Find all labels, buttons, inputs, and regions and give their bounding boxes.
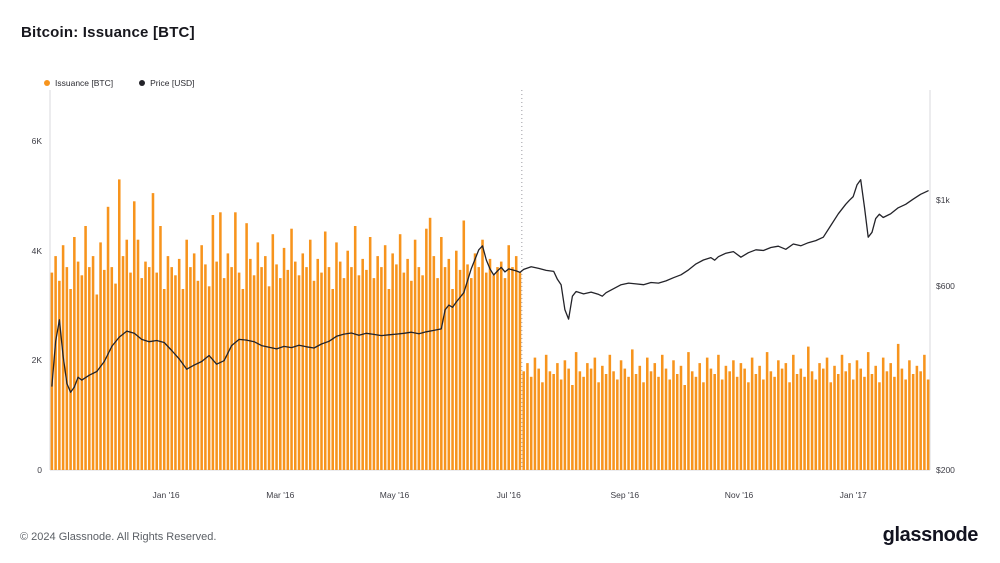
y-axis-label-left: 6K [31,135,42,146]
legend-item-issuance[interactable]: Issuance [BTC] [44,78,113,88]
x-axis-label: Sep '16 [610,490,640,500]
x-axis-label: Jan '16 [152,490,180,500]
y-axis-label-left: 4K [31,245,42,256]
y-axis-label-right: $600 [936,280,955,291]
x-axis-label: Nov '16 [724,490,754,500]
x-axis-label: Jul '16 [496,490,521,500]
y-axis-label-left: 2K [31,355,42,366]
y-axis-label-left: 0 [37,465,42,475]
legend-item-label: Price [USD] [150,78,195,88]
glassnode-wordmark: glassnode [882,524,979,546]
copyright-text: © 2024 Glassnode. All Rights Reserved. [20,531,217,543]
x-axis-label: Mar '16 [266,490,295,500]
chart-legend: Issuance [BTC] Price [USD] [44,78,195,88]
page-title: Bitcoin: Issuance [BTC] [21,24,195,41]
y-axis-label-right: $1k [936,195,950,206]
issuance-legend-dot-icon [44,80,50,86]
legend-item-label: Issuance [BTC] [55,78,114,88]
legend-item-price[interactable]: Price [USD] [139,78,195,88]
y-axis-label-right: $200 [936,465,955,475]
x-axis-label: May '16 [379,490,410,500]
price-legend-dot-icon [139,80,146,86]
x-axis-label: Jan '17 [839,490,867,500]
